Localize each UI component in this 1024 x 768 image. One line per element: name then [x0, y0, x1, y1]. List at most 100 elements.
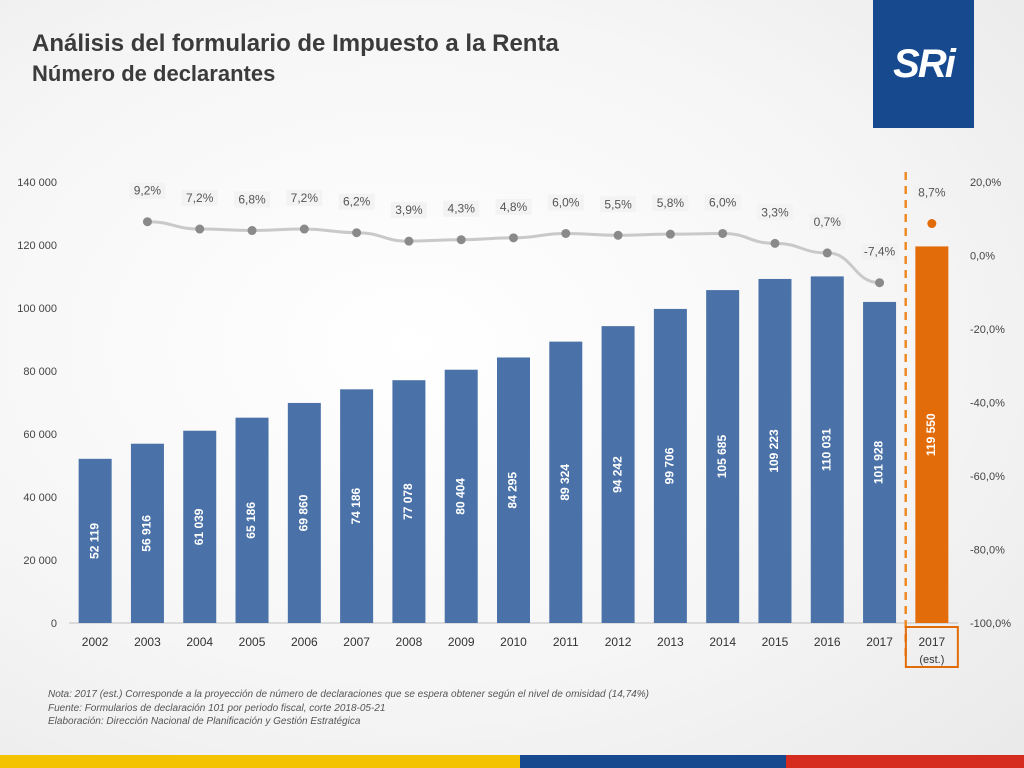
y2-tick-label: 0,0%: [970, 251, 995, 263]
growth-point: [822, 248, 832, 258]
y2-tick-label: 20,0%: [970, 177, 1001, 189]
growth-point: [875, 278, 885, 288]
growth-point: [509, 233, 518, 243]
bar-value-label: 89 324: [558, 464, 572, 501]
bar: [392, 380, 426, 623]
bar-value-label: 110 031: [819, 428, 833, 471]
sri-logo: SRi: [873, 0, 974, 128]
x-tick-label: 2006: [291, 635, 318, 649]
bar: [863, 301, 897, 623]
growth-label: 3,3%: [761, 205, 789, 219]
growth-line: [147, 220, 880, 285]
bar-value-label: 80 404: [453, 478, 467, 515]
growth-point: [142, 217, 152, 227]
growth-label: 4,3%: [448, 202, 476, 216]
x-tick-label: 2017: [919, 635, 946, 649]
growth-label-bg: [913, 184, 950, 201]
growth-point: [456, 235, 466, 245]
growth-label-bg: [443, 200, 480, 217]
x-tick-label: 2014: [709, 635, 736, 649]
declarantes-chart: 0 20 000 40 000 60 000 80 000 100 000 120 000 1…: [17, 172, 1011, 668]
growth-label: 4,8%: [500, 200, 528, 214]
x-tick-label: 2007: [343, 635, 370, 649]
bar: [183, 430, 217, 623]
y-tick-label: 60 000: [23, 429, 57, 441]
bar-value-label: 61 039: [192, 508, 206, 545]
growth-label-bg: [861, 243, 898, 260]
growth-label-bg: [652, 195, 689, 212]
footer-stripe-blue: [520, 755, 786, 768]
growth-label: 6,0%: [552, 195, 580, 209]
estimate-category-box: [904, 626, 959, 668]
growth-label-bg: [495, 198, 532, 215]
y-tick-label: 20 000: [23, 555, 57, 567]
growth-label: 6,8%: [238, 193, 266, 207]
growth-label: 5,5%: [604, 197, 632, 211]
y2-tick-label: -20,0%: [970, 324, 1005, 336]
bar: [78, 458, 112, 623]
bar-value-label: 99 706: [663, 447, 677, 484]
footnote-nota: Nota: 2017 (est.) Corresponde a la proye…: [48, 689, 649, 700]
x-tick-label: 2005: [239, 635, 266, 649]
growth-label-bg: [547, 194, 584, 211]
footnote-fuente: Fuente: Formularios de declaración 101 p…: [48, 702, 386, 714]
bar: [340, 389, 374, 623]
page-subtitle: Número de declarantes: [32, 61, 276, 86]
growth-point: [247, 226, 257, 236]
growth-point: [927, 219, 937, 229]
y-tick-label: 140 000: [17, 177, 57, 189]
x-tick-label: 2004: [186, 635, 213, 649]
sri-logo-text: SRi: [893, 41, 956, 86]
bar-value-label: 65 186: [244, 502, 258, 539]
x-tick-label: 2009: [448, 635, 475, 649]
bar-value-label: 69 860: [296, 494, 310, 531]
bar-value-label: 109 223: [767, 429, 781, 473]
y2-tick-label: -60,0%: [970, 471, 1005, 483]
bar: [653, 308, 687, 623]
growth-point: [352, 228, 362, 238]
growth-point: [299, 224, 309, 234]
bar-value-label: 84 295: [506, 472, 520, 509]
growth-label: 8,7%: [918, 186, 946, 200]
growth-point: [665, 229, 675, 239]
bar: [444, 369, 478, 623]
footnote-elaboracion: Elaboración: Dirección Nacional de Plani…: [48, 716, 361, 727]
growth-label-bg: [338, 193, 375, 210]
footnotes: Nota: 2017 (est.) Corresponde a la proye…: [48, 688, 649, 729]
x-tick-label: 2003: [134, 635, 161, 649]
bar: [706, 290, 740, 623]
bar: [235, 417, 269, 623]
growth-label-bg: [756, 204, 793, 221]
y-tick-label: 0: [51, 618, 57, 630]
growth-label-bg: [390, 202, 427, 219]
bar-value-label: 105 685: [715, 435, 729, 479]
growth-point: [770, 238, 780, 248]
bar: [549, 341, 583, 623]
growth-label: 5,8%: [657, 196, 685, 210]
footer-stripe-yellow: [0, 755, 520, 768]
x-tick-label: (est.): [919, 654, 944, 666]
growth-point: [718, 228, 728, 238]
bar: [810, 276, 844, 623]
growth-label: -7,4%: [864, 245, 896, 259]
x-tick-label: 2013: [657, 635, 684, 649]
x-tick-label: 2016: [814, 635, 841, 649]
growth-label-bg: [181, 190, 218, 207]
growth-label-bg: [234, 191, 271, 208]
growth-label: 3,9%: [395, 203, 423, 217]
footer-stripe-red: [786, 755, 1024, 768]
y-tick-label: 100 000: [17, 303, 57, 315]
growth-label: 9,2%: [134, 184, 162, 198]
growth-label-bg: [129, 182, 166, 199]
bar-value-label: 52 119: [87, 523, 101, 559]
growth-label-bg: [600, 196, 637, 213]
bar: [130, 443, 164, 623]
y2-tick-label: -40,0%: [970, 398, 1005, 410]
growth-label-bg: [286, 190, 323, 207]
y-tick-label: 40 000: [23, 492, 57, 504]
y2-tick-label: -100,0%: [970, 618, 1011, 630]
y-tick-label: 120 000: [17, 240, 57, 252]
growth-point: [613, 230, 623, 240]
x-tick-label: 2002: [82, 635, 109, 649]
growth-label: 6,2%: [343, 195, 371, 209]
